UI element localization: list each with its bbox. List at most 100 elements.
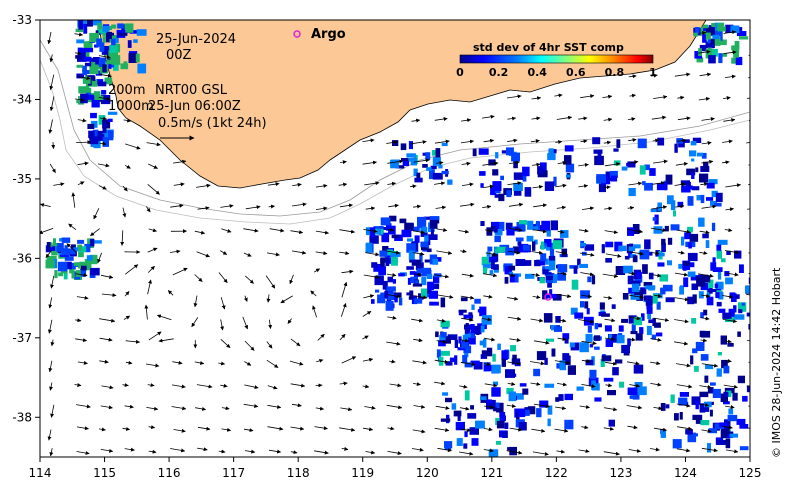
sst-cell (685, 429, 693, 435)
sst-cell (404, 222, 414, 231)
sst-cell (85, 52, 90, 60)
current-vector-arrow (387, 181, 396, 186)
sst-cell (86, 92, 91, 96)
current-vector-arrow (243, 252, 252, 257)
current-vector-arrow (485, 252, 497, 257)
sst-cell (692, 414, 703, 420)
current-vector-arrow (339, 203, 353, 208)
sst-cell (432, 172, 443, 180)
sst-cell (392, 140, 399, 146)
current-vector-arrow (578, 319, 595, 324)
current-vector-arrow (98, 427, 106, 432)
lon-tick-label: 120 (416, 466, 439, 480)
sst-cell (517, 408, 526, 418)
sst-cell (54, 270, 58, 279)
sst-cell (560, 266, 564, 274)
sst-cell (369, 227, 376, 238)
current-vector-arrow (699, 251, 708, 255)
current-vector-arrow (51, 142, 56, 149)
sst-cell (73, 262, 81, 266)
current-vector-arrow (459, 384, 468, 389)
sst-cell (135, 53, 140, 63)
sst-cell (692, 348, 698, 354)
depth-1000-label: 1000m (108, 99, 154, 114)
sst-cell (107, 31, 112, 39)
current-vector-arrow (461, 182, 474, 187)
sst-cell (700, 312, 704, 319)
plot-frame (39, 19, 751, 458)
sst-cell (463, 443, 468, 449)
sst-cell (480, 183, 484, 188)
current-vector-arrow (652, 273, 662, 278)
sst-cell (509, 275, 515, 283)
sst-cell (603, 377, 614, 382)
current-vector-arrow (49, 163, 56, 174)
sst-cell (545, 275, 553, 281)
sst-cell (548, 148, 554, 156)
current-vector-arrow (725, 207, 734, 212)
current-vector-arrow (147, 265, 155, 273)
sst-cell (462, 354, 468, 364)
current-vector-arrow (722, 160, 730, 165)
current-vector-arrow (287, 318, 292, 324)
sst-cell (71, 269, 75, 279)
sst-cell (670, 200, 676, 211)
sst-cell (712, 34, 720, 39)
sst-cell (416, 268, 427, 273)
sst-cell (670, 224, 680, 231)
sst-cell (522, 388, 529, 395)
sst-cell (84, 56, 92, 62)
current-vector-arrow (289, 274, 294, 285)
current-vector-arrow (653, 293, 662, 298)
sst-cell (513, 172, 523, 180)
sst-cell (723, 401, 730, 405)
sst-cell (737, 27, 743, 33)
sst-cell (555, 397, 560, 402)
sst-cell (742, 395, 748, 402)
sst-cell (474, 325, 482, 335)
sst-cell (506, 228, 515, 236)
current-vector-arrow (434, 274, 450, 279)
current-vector-arrow (75, 318, 82, 323)
sst-cell (550, 220, 558, 231)
current-vector-arrow (341, 356, 357, 364)
sst-cell (504, 422, 509, 429)
sst-cell (657, 262, 665, 267)
current-vector-arrow (266, 294, 271, 303)
sst-cell (608, 419, 615, 427)
sst-cell (733, 305, 737, 313)
sst-cell (86, 94, 96, 100)
sst-cell (647, 310, 651, 320)
sst-cell (375, 289, 380, 293)
current-vector-arrow (363, 427, 374, 432)
sst-cell (402, 161, 410, 166)
current-vector-arrow (629, 294, 644, 299)
current-vector-arrow (290, 450, 298, 455)
sst-cell (512, 246, 519, 254)
current-vector-arrow (604, 337, 616, 341)
current-vector-arrow (533, 203, 547, 208)
current-vector-arrow (386, 140, 399, 145)
current-vector-arrow (605, 361, 617, 366)
sst-cell (601, 355, 612, 362)
sst-cell (88, 130, 95, 139)
sst-cell (48, 242, 53, 248)
sst-cell (692, 137, 702, 143)
sst-cell (462, 334, 469, 342)
sst-cell (399, 218, 407, 224)
current-vector-arrow (101, 385, 114, 390)
sst-cell (657, 137, 665, 146)
sst-cell (716, 439, 727, 445)
sst-cell (419, 253, 423, 263)
sst-cell (584, 244, 595, 251)
sst-cell (439, 335, 446, 344)
sst-cell (371, 299, 375, 304)
sst-cell (380, 257, 390, 263)
sst-cell (467, 413, 477, 419)
current-vector-arrow (221, 406, 230, 411)
sst-cell (565, 355, 571, 365)
sst-cell (587, 325, 592, 333)
sst-cell (596, 174, 606, 183)
sst-cell (380, 292, 386, 302)
current-vector-arrow (580, 94, 595, 99)
